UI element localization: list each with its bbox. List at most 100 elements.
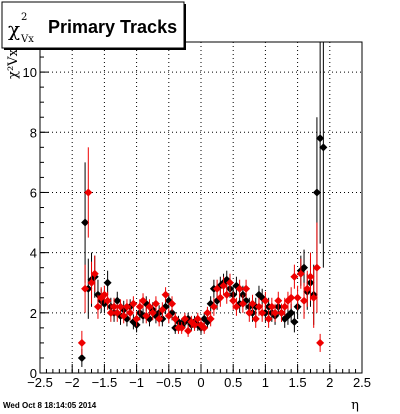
data-point bbox=[113, 296, 122, 305]
x-axis-title: η bbox=[351, 398, 359, 413]
data-point bbox=[81, 218, 90, 227]
y-tick-label: 10 bbox=[23, 65, 37, 80]
x-tick-label: −2.5 bbox=[27, 375, 53, 390]
data-point bbox=[316, 338, 325, 347]
series-black bbox=[77, 42, 328, 367]
y-tick-label: 0 bbox=[30, 366, 37, 381]
data-point bbox=[248, 299, 257, 308]
x-tick-label: 1.5 bbox=[289, 375, 307, 390]
data-point bbox=[168, 299, 177, 308]
data-point bbox=[271, 308, 280, 317]
data-point bbox=[296, 269, 305, 278]
data-point bbox=[306, 272, 315, 281]
data-point bbox=[177, 323, 186, 332]
data-point bbox=[290, 317, 299, 326]
data-point bbox=[303, 284, 312, 293]
data-point bbox=[103, 296, 112, 305]
data-point bbox=[193, 314, 202, 323]
x-tick-label: 0 bbox=[197, 375, 204, 390]
data-point bbox=[229, 296, 238, 305]
data-points bbox=[77, 42, 328, 367]
y-tick-label: 6 bbox=[30, 185, 37, 200]
data-point bbox=[312, 263, 321, 272]
data-point bbox=[264, 314, 273, 323]
data-point bbox=[126, 308, 135, 317]
axis-ticks bbox=[39, 41, 363, 374]
data-point bbox=[206, 314, 215, 323]
data-point bbox=[81, 284, 90, 293]
x-tick-labels: −2.5 −2 −1.5 −1 −0.5 0 0.5 1 1.5 2 2.5 bbox=[27, 375, 371, 390]
data-point bbox=[213, 284, 222, 293]
data-point bbox=[219, 281, 228, 290]
data-point bbox=[142, 311, 151, 320]
data-point bbox=[258, 308, 267, 317]
data-point bbox=[287, 293, 296, 302]
chi-subscript: Vx bbox=[20, 34, 34, 45]
title-box-frame bbox=[1, 1, 185, 49]
data-point bbox=[209, 302, 218, 311]
data-point bbox=[316, 134, 325, 143]
data-point bbox=[155, 314, 164, 323]
data-point bbox=[312, 188, 321, 197]
data-point bbox=[235, 284, 244, 293]
y-axis-title: χ²Vx bbox=[6, 48, 21, 78]
data-point bbox=[242, 284, 251, 293]
x-tick-label: 2 bbox=[326, 375, 333, 390]
chi-superscript: 2 bbox=[21, 12, 27, 23]
data-point bbox=[238, 299, 247, 308]
data-point bbox=[103, 278, 112, 287]
x-tick-label: 1 bbox=[262, 375, 269, 390]
data-point bbox=[180, 314, 189, 323]
data-point bbox=[280, 302, 289, 311]
data-point bbox=[245, 308, 254, 317]
data-point bbox=[148, 308, 157, 317]
data-point bbox=[132, 314, 141, 323]
data-point bbox=[139, 296, 148, 305]
data-point bbox=[164, 311, 173, 320]
data-point bbox=[145, 302, 154, 311]
data-point bbox=[151, 299, 160, 308]
x-tick-label: 0.5 bbox=[224, 375, 242, 390]
data-point bbox=[77, 338, 86, 347]
data-point bbox=[222, 290, 231, 299]
data-point bbox=[290, 272, 299, 281]
data-point bbox=[113, 308, 122, 317]
data-point bbox=[110, 302, 119, 311]
data-point bbox=[87, 278, 96, 287]
data-point bbox=[287, 308, 296, 317]
data-point bbox=[293, 293, 302, 302]
x-tick-label: 2.5 bbox=[353, 375, 371, 390]
data-point bbox=[267, 302, 276, 311]
series-red bbox=[77, 147, 325, 355]
data-point bbox=[135, 302, 144, 311]
data-point bbox=[319, 143, 328, 152]
data-point bbox=[309, 293, 318, 302]
y-tick-label: 4 bbox=[30, 246, 37, 261]
timestamp: Wed Oct 8 18:14:05 2014 bbox=[3, 401, 97, 410]
data-point bbox=[232, 302, 241, 311]
data-point bbox=[300, 263, 309, 272]
y-tick-label: 8 bbox=[30, 125, 37, 140]
data-point bbox=[93, 302, 102, 311]
y-tick-labels: 0 2 4 6 8 10 bbox=[23, 65, 37, 381]
data-point bbox=[119, 311, 128, 320]
data-point bbox=[300, 296, 309, 305]
data-point bbox=[251, 314, 260, 323]
data-point bbox=[200, 323, 209, 332]
y-tick-label: 2 bbox=[30, 306, 37, 321]
data-point bbox=[77, 353, 86, 362]
data-point bbox=[106, 308, 115, 317]
data-point bbox=[171, 314, 180, 323]
data-point bbox=[216, 293, 225, 302]
data-point bbox=[254, 302, 263, 311]
data-point bbox=[225, 278, 234, 287]
data-point bbox=[203, 308, 212, 317]
data-point bbox=[158, 305, 167, 314]
data-point bbox=[274, 296, 283, 305]
data-point bbox=[100, 290, 109, 299]
x-tick-label: −0.5 bbox=[156, 375, 182, 390]
data-point bbox=[184, 326, 193, 335]
x-tick-label: −2 bbox=[65, 375, 80, 390]
data-point bbox=[122, 302, 131, 311]
